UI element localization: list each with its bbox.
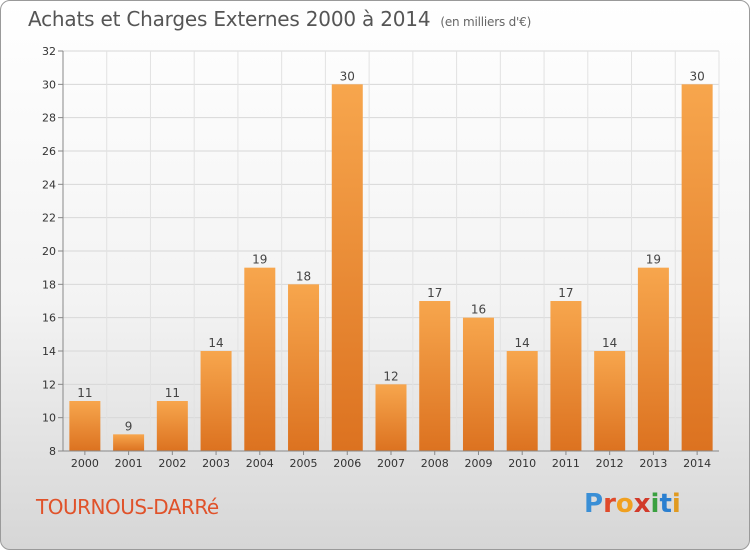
value-label-2011: 17 <box>558 286 573 300</box>
bar-2012 <box>594 351 626 451</box>
bar-2007 <box>375 384 407 451</box>
x-tick-label-2003: 2003 <box>202 457 230 470</box>
y-tick-label: 18 <box>42 278 56 291</box>
chart-title-text: Achats et Charges Externes 2000 à 2014 <box>28 7 431 31</box>
value-label-2000: 11 <box>77 386 92 400</box>
x-tick-label-2012: 2012 <box>596 457 624 470</box>
logo-letter: o <box>615 489 634 519</box>
x-tick-label-2011: 2011 <box>552 457 580 470</box>
logo-letter: r <box>603 489 616 519</box>
bar-2009 <box>462 317 494 451</box>
y-tick-label: 24 <box>42 178 56 191</box>
bar-2006 <box>331 84 363 451</box>
logo-letter: x <box>633 489 651 519</box>
x-tick-label-2004: 2004 <box>246 457 274 470</box>
value-label-2012: 14 <box>602 336 617 350</box>
bar-2008 <box>419 301 451 451</box>
y-tick-label: 12 <box>42 378 56 391</box>
chart-subtitle: (en milliers d'€) <box>440 15 532 29</box>
logo-letter: i <box>650 489 660 519</box>
bar-2000 <box>69 401 101 451</box>
y-tick-label: 14 <box>42 345 56 358</box>
bar-2013 <box>637 267 669 451</box>
value-label-2006: 30 <box>340 69 355 83</box>
bar-2014 <box>681 84 713 451</box>
value-label-2002: 11 <box>165 386 180 400</box>
logo-letter: i <box>671 489 681 519</box>
x-tick-label-2002: 2002 <box>158 457 186 470</box>
y-tick-label: 30 <box>42 78 56 91</box>
x-tick-label-2000: 2000 <box>71 457 99 470</box>
x-tick-label-2014: 2014 <box>683 457 711 470</box>
value-label-2003: 14 <box>208 336 223 350</box>
y-tick-label: 10 <box>42 412 56 425</box>
bar-2005 <box>288 284 320 451</box>
logo-letter: t <box>659 489 672 519</box>
commune-name: TOURNOUS-DARRé <box>36 495 219 519</box>
value-label-2014: 30 <box>689 69 704 83</box>
logo-letter: P <box>584 489 604 519</box>
bar-2003 <box>200 351 232 451</box>
x-tick-label-2001: 2001 <box>115 457 143 470</box>
bar-2010 <box>506 351 538 451</box>
y-tick-label: 16 <box>42 312 56 325</box>
value-label-2009: 16 <box>471 303 486 317</box>
y-tick-label: 26 <box>42 145 56 158</box>
y-tick-label: 32 <box>42 45 56 58</box>
bar-2002 <box>156 401 188 451</box>
y-tick-label: 20 <box>42 245 56 258</box>
proxiti-logo[interactable]: Proxiti <box>584 489 681 519</box>
bar-2011 <box>550 301 582 451</box>
x-tick-label-2009: 2009 <box>464 457 492 470</box>
y-tick-label: 22 <box>42 212 56 225</box>
x-tick-label-2007: 2007 <box>377 457 405 470</box>
value-label-2007: 12 <box>383 369 398 383</box>
x-tick-label-2008: 2008 <box>421 457 449 470</box>
value-label-2001: 9 <box>125 419 133 433</box>
bar-2001 <box>113 434 145 451</box>
value-label-2008: 17 <box>427 286 442 300</box>
value-label-2004: 19 <box>252 253 267 267</box>
value-label-2013: 19 <box>646 253 661 267</box>
x-tick-label-2013: 2013 <box>639 457 667 470</box>
x-tick-label-2005: 2005 <box>290 457 318 470</box>
value-label-2005: 18 <box>296 269 311 283</box>
y-tick-label: 28 <box>42 112 56 125</box>
y-tick-label: 8 <box>49 445 56 458</box>
x-tick-label-2010: 2010 <box>508 457 536 470</box>
bar-2004 <box>244 267 276 451</box>
chart-title: Achats et Charges Externes 2000 à 2014 (e… <box>28 7 531 31</box>
value-label-2010: 14 <box>515 336 530 350</box>
x-tick-label-2006: 2006 <box>333 457 361 470</box>
